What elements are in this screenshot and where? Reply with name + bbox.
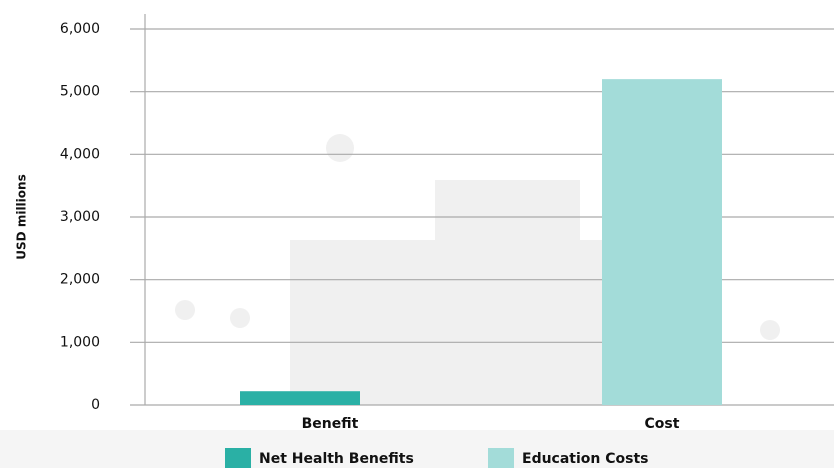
y-tick-label: 2,000 xyxy=(60,272,100,288)
legend-swatch xyxy=(225,448,251,468)
y-tick-label: 5,000 xyxy=(60,84,100,100)
y-tick-label: 1,000 xyxy=(60,334,100,350)
legend-swatch xyxy=(488,448,514,468)
y-axis-label: USD millions xyxy=(15,174,29,259)
y-tick-label: 4,000 xyxy=(60,146,100,162)
x-tick-label: Cost xyxy=(645,416,680,432)
y-tick-label: 3,000 xyxy=(60,209,100,225)
y-tick-label: 0 xyxy=(91,397,100,413)
bar xyxy=(602,79,722,405)
legend-label: Education Costs xyxy=(522,451,649,467)
bar xyxy=(240,391,360,405)
legend-label: Net Health Benefits xyxy=(259,451,414,467)
y-tick-label: 6,000 xyxy=(60,21,100,37)
chart: USD millions 0 1,000 2,000 3,000 4,000 5,000 6… xyxy=(0,0,834,468)
x-tick-label: Benefit xyxy=(302,416,359,432)
